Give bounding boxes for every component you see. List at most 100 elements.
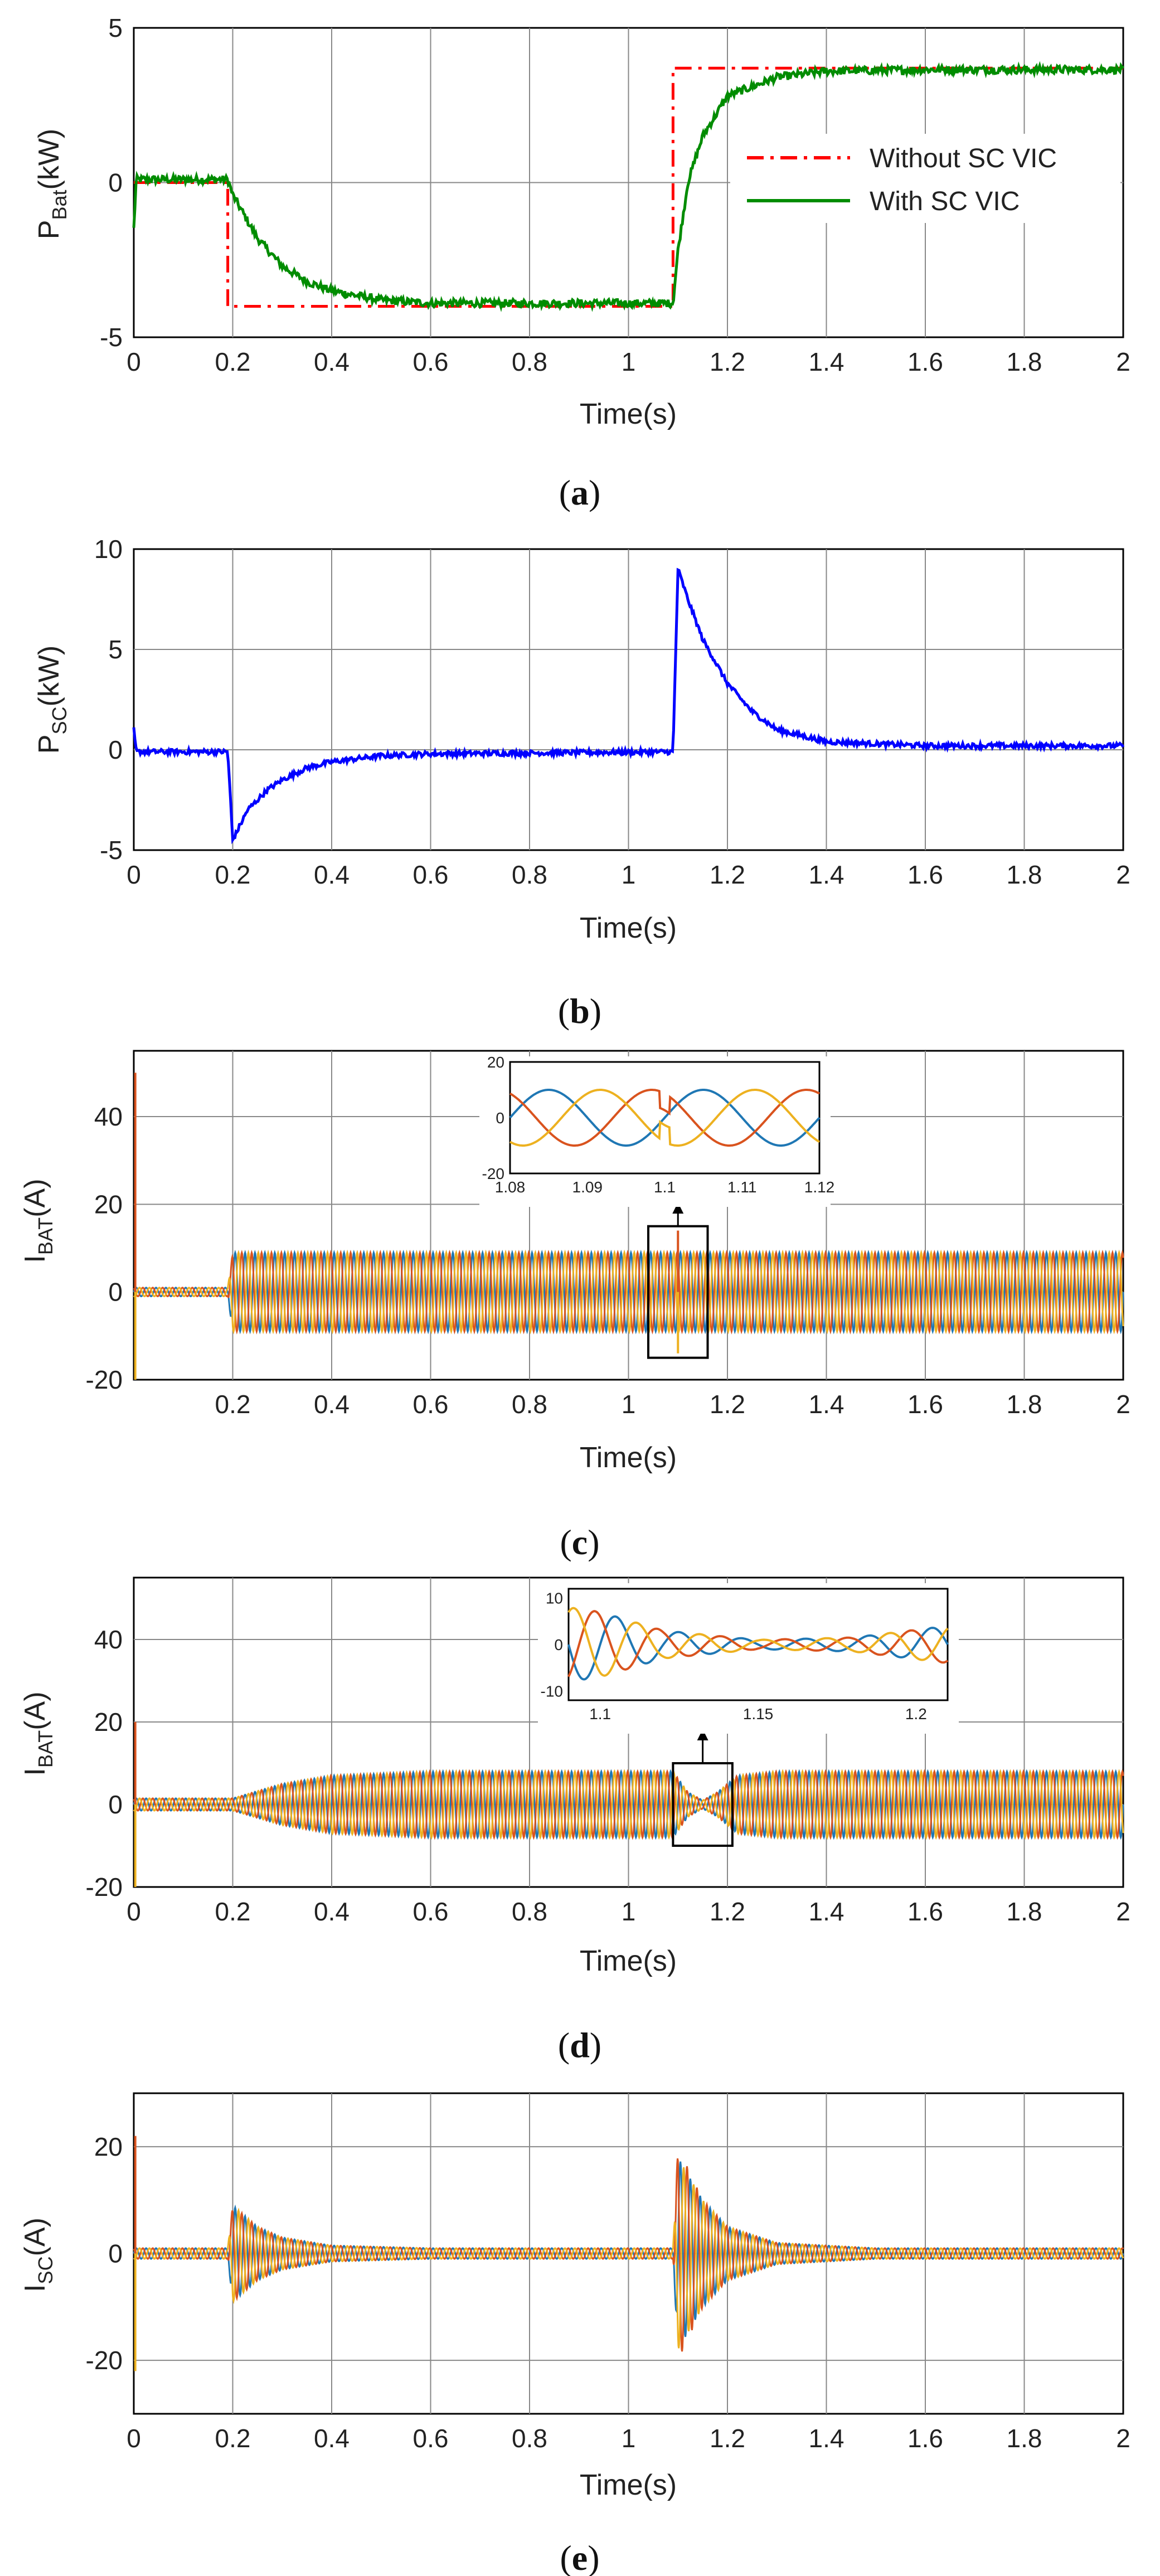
x-tick-label: 0.8 <box>512 860 547 889</box>
y-tick-label: 0 <box>108 2239 123 2268</box>
series-line-phase-b <box>133 1769 1124 1840</box>
series-line-without-sc-vic <box>134 66 1123 308</box>
y-tick-label: 0 <box>108 1790 123 1819</box>
inset-c: 1.08 1.09 1.1 1.11 1.12 -20 0 20 <box>479 1054 834 1207</box>
inset-x-tick-label: 1.15 <box>743 1705 774 1723</box>
x-tick-label: 0.4 <box>314 1897 350 1926</box>
grid-b <box>134 549 1123 850</box>
y-tick-label: 20 <box>94 1190 123 1219</box>
x-tick-label: 1.8 <box>1007 1897 1042 1926</box>
inset-series-line <box>567 1607 949 1677</box>
x-tick-label: 1.2 <box>710 2424 745 2453</box>
y-tick-label: 5 <box>108 13 123 42</box>
x-tick-label: 0.2 <box>215 347 251 376</box>
x-tick-label: 1.4 <box>809 1897 844 1926</box>
x-tick-label: 0.8 <box>512 1897 547 1926</box>
data-a <box>132 61 1124 312</box>
data-c <box>133 1073 1124 1380</box>
legend-label-with-sc-vic: With SC VIC <box>870 187 1020 216</box>
x-tick-label: 1.4 <box>809 860 844 889</box>
y-axis-label-b: PSC(kW) <box>33 646 71 754</box>
x-tick-label: 1.2 <box>710 347 745 376</box>
y-tick-label: -5 <box>100 836 123 865</box>
x-tick-label: 2 <box>1116 1897 1130 1926</box>
series-line-phase-c <box>133 1249 1124 1335</box>
inset-x-tick-label: 1.2 <box>905 1705 927 1723</box>
x-tick-label: 1 <box>622 2424 636 2453</box>
y-tick-label: 20 <box>94 2132 123 2161</box>
ticks-c: 0.2 0.4 0.6 0.8 1 1.2 1.4 1.6 1.8 2 -20 0 20 40 <box>86 1102 1130 1419</box>
series-line-phase-b <box>133 1249 1124 1335</box>
x-tick-label: 0.2 <box>215 860 251 889</box>
data-d <box>133 1722 1124 1887</box>
legend-label-without-sc-vic: Without SC VIC <box>870 144 1057 173</box>
inset-series-line <box>567 1610 949 1677</box>
y-tick-label: 40 <box>94 1102 123 1131</box>
x-tick-label: 0 <box>127 347 141 376</box>
x-tick-label: 1.4 <box>809 1390 844 1419</box>
x-tick-label: 1.2 <box>710 860 745 889</box>
data-e <box>133 2136 1124 2371</box>
y-axis-label-c: IBAT(A) <box>19 1178 57 1263</box>
x-tick-label: 0.6 <box>413 347 449 376</box>
x-tick-label: 1 <box>622 1390 636 1419</box>
x-axis-label-d: Time(s) <box>580 1945 677 1977</box>
x-tick-label: 1.6 <box>907 1897 943 1926</box>
series-line-phase-c <box>133 2167 1124 2349</box>
x-tick-label: 1.2 <box>710 1897 745 1926</box>
inset-x-tick-label: 1.1 <box>589 1705 611 1723</box>
inset-y-tick-label: -10 <box>541 1682 563 1700</box>
caption-d: (d) <box>558 2025 601 2065</box>
x-tick-label: 1.6 <box>907 347 943 376</box>
inset-x-tick-label: 1.09 <box>572 1178 603 1196</box>
zoom-box-c <box>647 1202 709 1359</box>
x-tick-label: 2 <box>1116 2424 1130 2453</box>
x-tick-label: 1.6 <box>907 1390 943 1419</box>
x-axis-label-e: Time(s) <box>580 2469 677 2501</box>
x-tick-label: 1 <box>622 347 636 376</box>
x-tick-label: 0.2 <box>215 1897 251 1926</box>
inset-y-tick-label: -20 <box>482 1165 504 1182</box>
x-tick-label: 0.4 <box>314 1390 350 1419</box>
data-b <box>132 567 1125 845</box>
x-tick-label: 1 <box>622 1897 636 1926</box>
x-tick-label: 0.6 <box>413 2424 449 2453</box>
x-tick-label: 0.6 <box>413 1897 449 1926</box>
x-tick-label: 1.8 <box>1007 860 1042 889</box>
x-tick-label: 1.6 <box>907 860 943 889</box>
inset-series-line <box>509 1089 820 1147</box>
y-tick-label: -20 <box>86 1872 123 1901</box>
x-tick-label: 2 <box>1116 347 1130 376</box>
x-tick-label: 0.6 <box>413 1390 449 1419</box>
x-tick-label: 0.4 <box>314 2424 350 2453</box>
x-tick-label: 1.4 <box>809 2424 844 2453</box>
y-tick-label: 10 <box>94 535 123 564</box>
inset-series-line <box>567 1615 949 1681</box>
inset-x-tick-label: 1.1 <box>654 1178 676 1196</box>
x-tick-label: 1.8 <box>1007 1390 1042 1419</box>
inset-series-line <box>509 1089 820 1147</box>
series-line-psc <box>132 567 1125 845</box>
x-tick-label: 2 <box>1116 1390 1130 1419</box>
x-tick-label: 1.6 <box>907 2424 943 2453</box>
x-tick-label: 0.2 <box>215 1390 251 1419</box>
x-tick-label: 1 <box>622 860 636 889</box>
x-tick-label: 1.8 <box>1007 2424 1042 2453</box>
legend-box <box>730 134 1120 223</box>
ticks-a: 0 0.2 0.4 0.6 0.8 1 1.2 1.4 1.6 1.8 2-505 <box>100 13 1130 376</box>
x-tick-label: 0 <box>127 860 141 889</box>
y-tick-label: 0 <box>108 1278 123 1307</box>
panel-a: 0 0.2 0.4 0.6 0.8 1 1.2 1.4 1.6 1.8 2-505 PBat(kW)… <box>33 13 1130 512</box>
inset-y-tick-label: 10 <box>546 1590 563 1607</box>
caption-e: (e) <box>560 2538 599 2576</box>
panel-e: 0 0.2 0.4 0.6 0.8 1 1.2 1.4 1.6 1.8 2 -20 0 20 ISC(A)… <box>19 2092 1130 2576</box>
y-tick-label: 40 <box>94 1625 123 1654</box>
series-line-phase-a <box>133 1249 1124 1335</box>
series-line-phase-b <box>133 2158 1124 2352</box>
